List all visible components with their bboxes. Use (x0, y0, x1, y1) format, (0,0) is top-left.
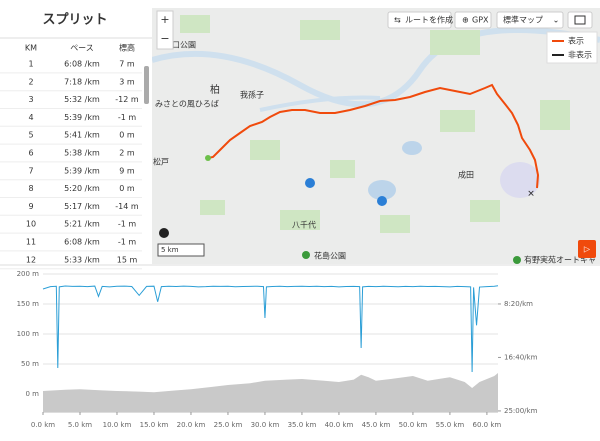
split-cell: 3 (28, 95, 33, 104)
x-tick-label: 5.0 km (68, 421, 92, 429)
map-label: 有野実苑オートキャ (524, 255, 596, 265)
x-tick-label: 15.0 km (140, 421, 169, 429)
split-cell: -1 m (118, 220, 137, 229)
map[interactable]: ✕ (151, 8, 600, 264)
split-cell: 4 (28, 113, 33, 122)
map-type-label: 標準マップ (503, 15, 543, 25)
split-cell: 0 m (119, 131, 135, 140)
fullscreen-icon (574, 15, 586, 25)
split-cell: 7:18 /km (64, 77, 100, 86)
play-button[interactable] (578, 240, 596, 258)
split-cell: 5:38 /km (64, 149, 100, 158)
map-type-select[interactable] (496, 11, 564, 29)
route-icon: ⇆ (394, 16, 401, 25)
split-cell: 11 (26, 238, 36, 247)
x-tick-label: 35.0 km (288, 421, 317, 429)
column-header: ペース (70, 44, 94, 53)
legend-label: 非表示 (568, 50, 592, 60)
map-label: 松戸 (153, 157, 169, 167)
split-cell: -1 m (118, 113, 137, 122)
x-tick-label: 55.0 km (436, 421, 465, 429)
y-tick-label: 150 m (17, 300, 40, 308)
split-cell: -12 m (115, 95, 139, 104)
split-cell: 8 (28, 184, 33, 193)
split-cell: 3 m (119, 77, 135, 86)
map-label: 成田 (458, 170, 474, 180)
split-cell: -14 m (115, 202, 139, 211)
split-cell: 5:20 /km (64, 184, 100, 193)
split-cell: 12 (26, 255, 36, 264)
split-cell: 5:32 /km (64, 95, 100, 104)
route-button-label: ルートを作成 (405, 15, 453, 25)
scale-label: 5 km (161, 246, 179, 254)
split-cell: 5:39 /km (64, 166, 100, 175)
y2-tick-label: 25:00/km (504, 407, 538, 415)
x-tick-label: 60.0 km (473, 421, 502, 429)
split-cell: 2 m (119, 149, 135, 158)
split-cell: 5:41 /km (64, 131, 100, 140)
gpx-button[interactable] (454, 11, 492, 29)
x-tick-label: 40.0 km (325, 421, 354, 429)
split-cell: 2 (28, 77, 33, 86)
split-cell: 0 m (119, 184, 135, 193)
y2-tick-label: 16:40/km (504, 353, 538, 361)
splits-panel (0, 0, 152, 264)
x-tick-label: 0.0 km (31, 421, 55, 429)
fullscreen-button[interactable] (567, 11, 593, 29)
svg-text:✕: ✕ (527, 190, 535, 200)
y2-tick-label: 8:20/km (504, 300, 533, 308)
split-cell: 1 (28, 60, 33, 69)
split-cell: -1 m (118, 238, 137, 247)
route-button[interactable] (387, 11, 452, 29)
splits-title: スプリット (42, 13, 107, 28)
scrollbar[interactable] (144, 66, 149, 104)
split-cell: 5 (28, 131, 33, 140)
zoom-control[interactable] (156, 10, 174, 50)
x-tick-label: 25.0 km (214, 421, 243, 429)
column-header: KM (25, 44, 37, 53)
scale-bar (157, 243, 205, 257)
split-cell: 9 (28, 202, 33, 211)
x-tick-label: 10.0 km (103, 421, 132, 429)
split-cell: 6:08 /km (64, 238, 100, 247)
split-cell: 15 m (117, 255, 138, 264)
split-cell: 7 m (119, 60, 135, 69)
gpx-icon: ⊕ (462, 16, 469, 25)
split-cell: 7 (28, 166, 33, 175)
pace-line (42, 285, 499, 372)
zoom-out[interactable]: − (160, 32, 169, 45)
split-cell: 10 (26, 220, 36, 229)
split-cell: 6:08 /km (64, 60, 100, 69)
zoom-in[interactable]: + (160, 13, 169, 26)
split-cell: 6 (28, 149, 33, 158)
x-tick-label: 20.0 km (177, 421, 206, 429)
map-label: 八千代 (292, 220, 316, 230)
map-label: 柏 (210, 83, 220, 96)
y-tick-label: 50 m (21, 360, 39, 368)
map-label: 口公園 (172, 41, 196, 50)
y-tick-label: 0 m (26, 390, 40, 398)
split-cell: 5:17 /km (64, 202, 100, 211)
split-cell: 5:33 /km (64, 255, 100, 264)
map-label: 花島公園 (314, 251, 346, 261)
split-cell: 5:39 /km (64, 113, 100, 122)
y-tick-label: 100 m (17, 330, 40, 338)
y-tick-label: 200 m (17, 270, 40, 278)
elevation-area (43, 373, 498, 412)
dropdown-icon: ⌄ (553, 16, 560, 25)
column-header: 標高 (119, 43, 135, 53)
play-icon: ▷ (584, 245, 591, 254)
x-tick-label: 30.0 km (251, 421, 280, 429)
map-label: みさとの風ひろば (155, 100, 219, 109)
x-tick-label: 50.0 km (399, 421, 428, 429)
split-cell: 9 m (119, 166, 135, 175)
x-tick-label: 45.0 km (362, 421, 391, 429)
route-legend (546, 31, 598, 64)
split-cell: 5:21 /km (64, 220, 100, 229)
map-label: 我孫子 (240, 90, 264, 100)
gpx-label: GPX (472, 16, 489, 25)
legend-label: 表示 (568, 36, 584, 46)
